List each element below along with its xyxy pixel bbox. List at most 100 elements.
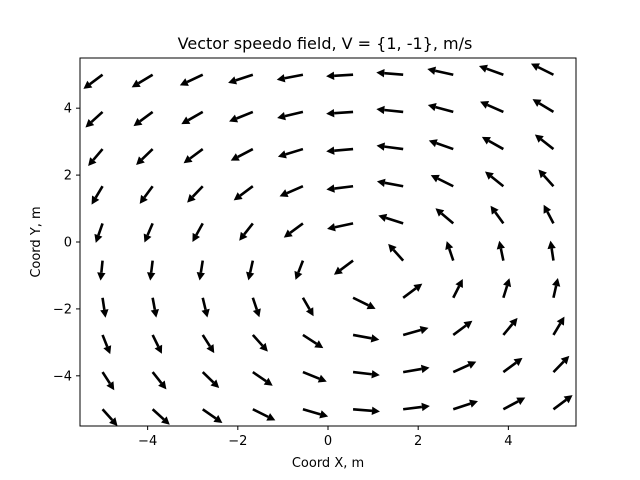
y-axis-label: Coord Y, m — [29, 206, 44, 277]
arrow-shaft — [502, 285, 509, 299]
quiver-arrow-55 — [327, 222, 354, 232]
arrow-shaft — [302, 408, 321, 416]
arrow-head — [534, 134, 544, 143]
arrow-shaft — [151, 334, 160, 348]
arrow-shaft — [251, 297, 259, 311]
arrow-shaft — [502, 400, 519, 411]
arrow-head — [490, 205, 499, 215]
arrow-shaft — [286, 185, 304, 195]
arrow-head — [376, 68, 385, 78]
arrow-head — [109, 417, 118, 426]
arrow-head — [279, 189, 289, 198]
arrow-shaft — [201, 371, 215, 384]
quiver-arrow-50 — [94, 222, 104, 243]
quiver-arrow-72 — [183, 148, 204, 164]
arrow-head — [150, 309, 159, 318]
arrow-head — [213, 415, 223, 424]
arrow-head — [228, 76, 238, 85]
quiver-arrow-17 — [452, 361, 477, 374]
quiver-arrow-44 — [294, 260, 305, 280]
arrow-head — [370, 334, 380, 343]
quiver-arrow-91 — [131, 73, 154, 88]
arrow-shaft — [403, 405, 423, 411]
arrow-shaft — [101, 297, 106, 311]
quiver-arrow-13 — [252, 371, 273, 386]
arrow-head — [467, 361, 477, 369]
arrow-head — [319, 410, 329, 419]
arrow-head — [106, 381, 115, 391]
arrow-shaft — [494, 211, 505, 225]
arrow-head — [478, 64, 488, 73]
quiver-arrow-83 — [229, 110, 254, 123]
quiver-arrow-8 — [502, 397, 526, 411]
quiver-arrow-31 — [150, 297, 159, 318]
quiver-arrow-11 — [151, 371, 167, 390]
arrow-head — [376, 142, 385, 151]
arrow-shaft — [301, 297, 311, 310]
arrow-head — [469, 399, 478, 408]
arrow-head — [376, 105, 385, 115]
quiver-arrow-86 — [376, 105, 404, 115]
arrow-shaft — [502, 323, 514, 336]
arrow-shaft — [101, 408, 114, 421]
quiver-arrow-68 — [485, 171, 505, 188]
quiver-arrow-42 — [196, 260, 205, 281]
arrow-shaft — [289, 222, 304, 234]
quiver-arrow-84 — [277, 110, 304, 121]
arrow-shaft — [139, 110, 154, 123]
quiver-arrow-85 — [326, 108, 354, 118]
arrow-shaft — [89, 73, 104, 86]
arrow-shaft — [248, 260, 255, 273]
arrow-shaft — [195, 222, 204, 236]
arrow-shaft — [334, 110, 354, 115]
quiver-arrow-47 — [445, 241, 455, 262]
quiver-arrow-18 — [502, 357, 523, 374]
y-tick-label: 0 — [64, 236, 72, 251]
x-axis-ticks: −4 −2 0 2 4 — [138, 426, 513, 449]
arrow-shaft — [334, 184, 354, 190]
quiver-arrow-60 — [91, 185, 104, 205]
arrow-shaft — [402, 328, 422, 337]
arrow-shaft — [546, 211, 555, 225]
quiver-arrow-5 — [352, 406, 380, 416]
arrow-shaft — [486, 103, 504, 114]
quiver-arrow-63 — [233, 185, 254, 201]
arrow-head — [480, 101, 490, 109]
arrow-head — [136, 156, 145, 165]
quiver-arrow-6 — [403, 402, 430, 412]
arrow-head — [435, 208, 445, 217]
arrow-shaft — [252, 408, 269, 419]
arrow-shaft — [452, 402, 471, 411]
arrow-head — [413, 283, 423, 292]
quiver-arrow-98 — [478, 64, 504, 76]
arrow-shaft — [143, 185, 154, 199]
arrow-head — [276, 74, 286, 83]
arrow-head — [230, 153, 240, 161]
arrow-head — [133, 117, 143, 127]
quiver-arrow-12 — [201, 371, 220, 389]
arrow-shaft — [384, 71, 404, 77]
arrow-head — [229, 114, 239, 123]
arrow-head — [463, 320, 473, 329]
quiver-arrow-62 — [187, 185, 204, 203]
arrow-head — [509, 317, 518, 327]
arrow-shaft — [201, 297, 207, 311]
arrow-head — [97, 272, 106, 281]
arrow-head — [371, 406, 380, 416]
chart-title: Vector speedo field, V = {1, -1}, m/s — [178, 34, 473, 53]
arrow-shaft — [334, 147, 354, 153]
quiver-arrow-0 — [101, 408, 118, 426]
arrow-shaft — [352, 407, 373, 413]
arrow-head — [85, 118, 95, 128]
arrow-head — [326, 71, 335, 80]
arrow-shaft — [540, 138, 555, 151]
quiver-arrow-99 — [530, 63, 555, 76]
arrow-shaft — [90, 110, 104, 124]
arrow-shaft — [191, 185, 204, 198]
arrow-shaft — [284, 73, 304, 80]
quiver-arrow-66 — [376, 178, 404, 188]
arrow-head — [503, 278, 512, 288]
arrow-head — [192, 232, 200, 242]
arrow-head — [445, 241, 454, 251]
quiver-arrow-90 — [83, 73, 104, 89]
